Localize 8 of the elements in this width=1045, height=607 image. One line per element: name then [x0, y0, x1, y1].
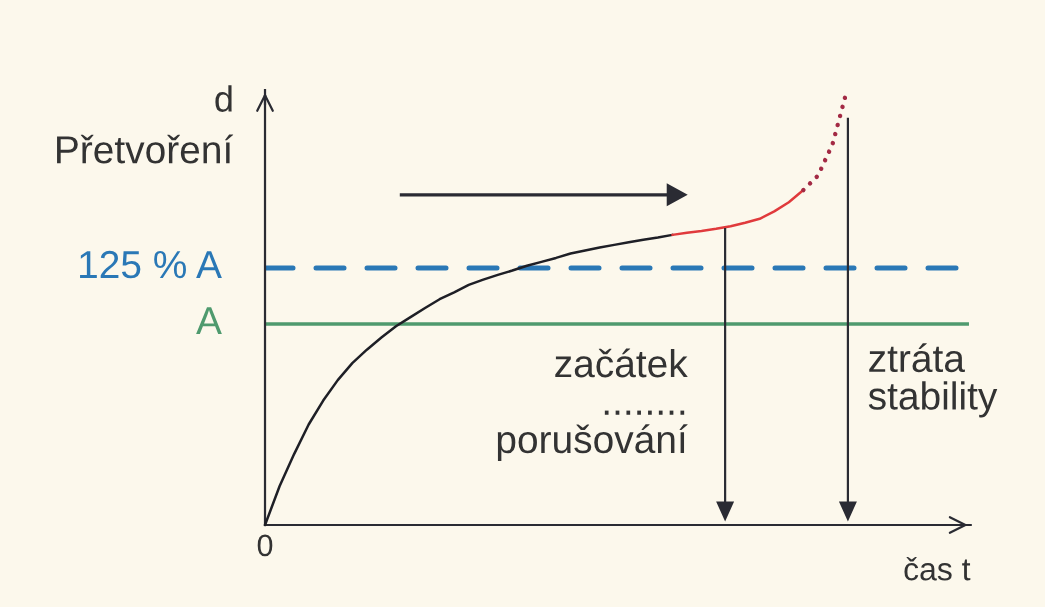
y-axis-title: Přetvoření: [57, 134, 234, 164]
ref-line-label: A: [196, 307, 222, 335]
ref-line-label: 125 % A: [80, 250, 222, 279]
annotation: začátek ........ porušování: [497, 348, 688, 461]
annotation: ztráta stability: [868, 343, 998, 418]
text: d: [215, 85, 232, 112]
x-axis-title: čas t: [904, 556, 971, 581]
text: 0: [257, 534, 273, 557]
